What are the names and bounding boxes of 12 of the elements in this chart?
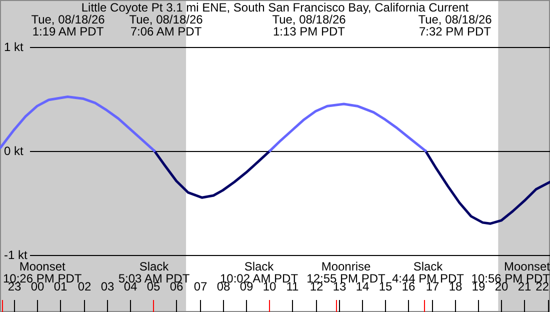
y-tick-label: -1 kt <box>4 248 28 262</box>
y-tick-label: 0 kt <box>4 144 24 158</box>
x-tick-label: 03 <box>100 279 114 294</box>
x-tick-label: 07 <box>194 279 208 294</box>
annotation: Tue, 08/18/26 1:19 AM PDT <box>31 12 106 38</box>
x-tick-label: 15 <box>378 279 392 294</box>
y-tick-label: 1 kt <box>4 40 24 54</box>
annotation: Tue, 08/18/26 1:13 PM PDT <box>272 12 346 38</box>
annotation: Tue, 08/18/26 7:32 PM PDT <box>418 12 492 38</box>
x-tick-label: 02 <box>78 279 92 294</box>
chart-title: Little Coyote Pt 3.1 mi ENE, South San Francisco Bay, California Current <box>81 0 470 14</box>
annotation: Tue, 08/18/26 7:06 AM PDT <box>129 12 204 38</box>
